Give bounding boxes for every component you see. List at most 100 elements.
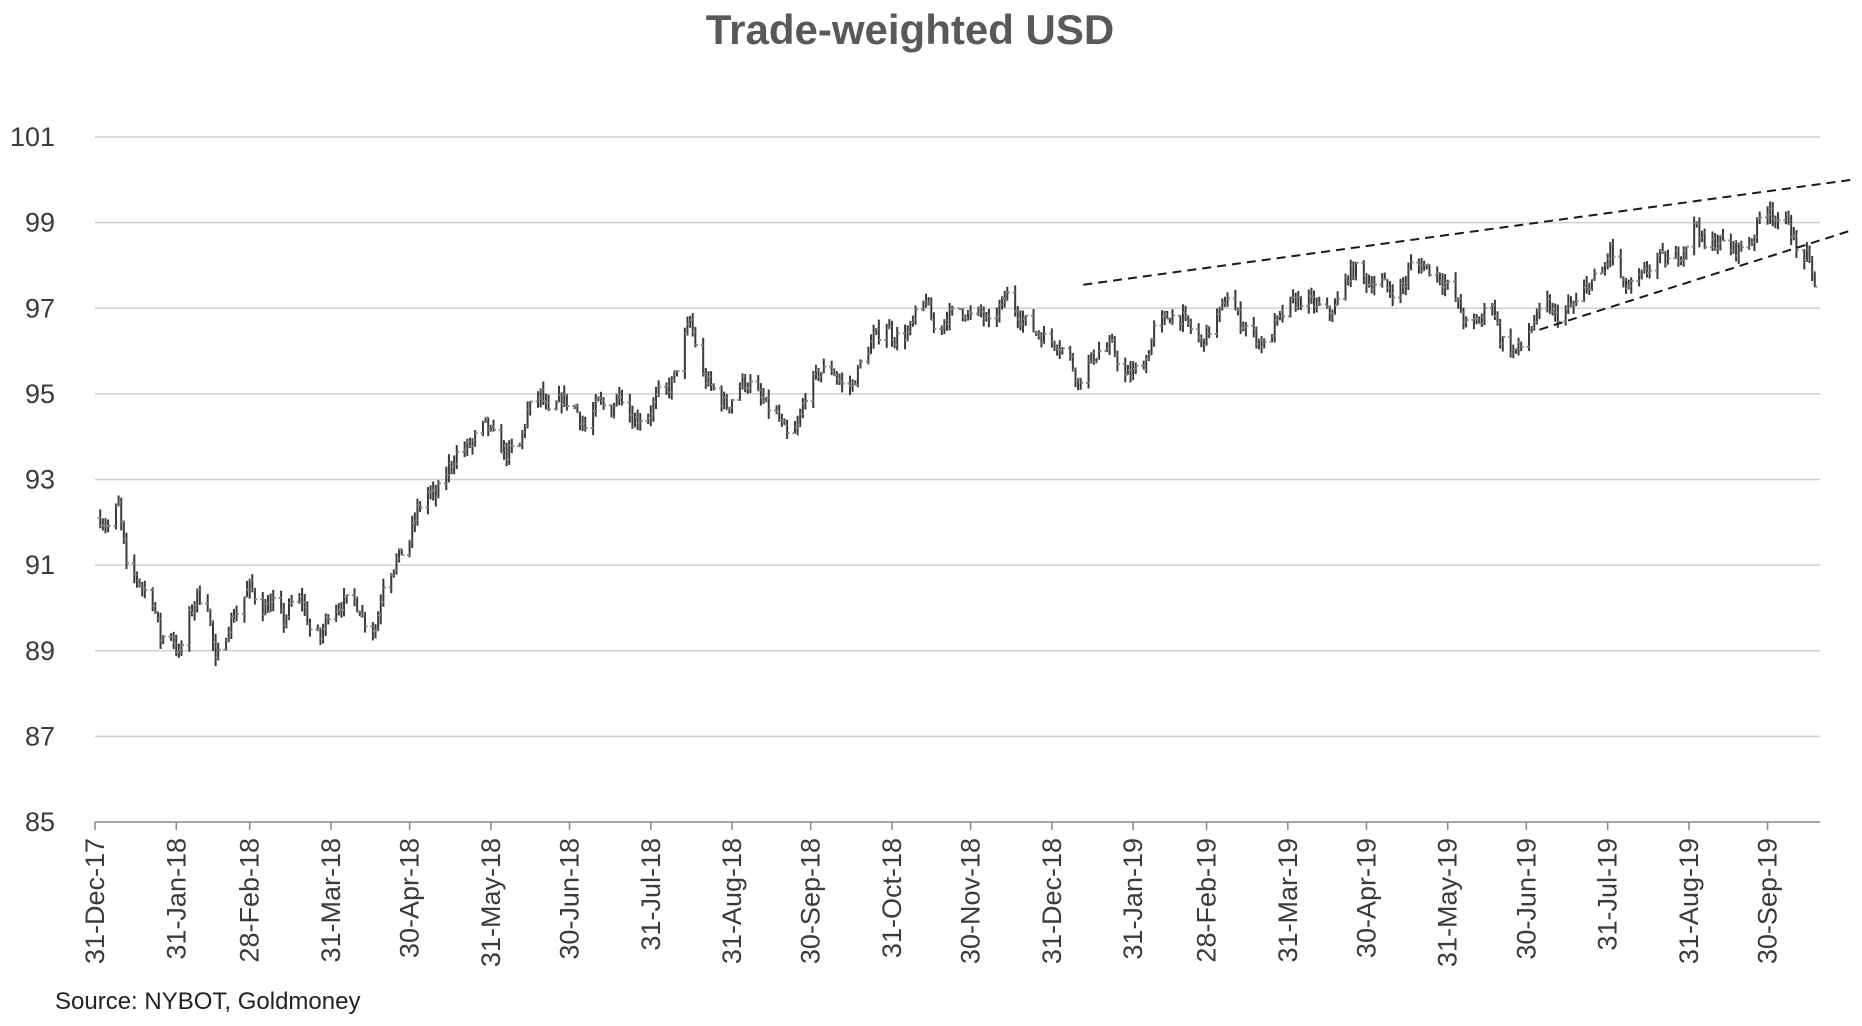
price-bar [289, 594, 295, 607]
price-bar [197, 585, 203, 606]
price-bar [1151, 320, 1157, 347]
price-bar [215, 642, 221, 661]
price-bar [1004, 286, 1010, 302]
price-bar [1481, 302, 1487, 326]
price-bar [858, 359, 864, 369]
price-bar [1335, 291, 1341, 307]
price-bar [344, 594, 350, 604]
price-bar [454, 445, 460, 470]
price-bar [1023, 314, 1029, 326]
x-tick-label: 30-Apr-18 [395, 838, 425, 958]
gridlines [95, 136, 1820, 738]
y-tick-label: 101 [10, 122, 55, 152]
price-bar [1353, 261, 1359, 281]
price-bar [1683, 245, 1689, 260]
y-tick-label: 95 [25, 379, 55, 409]
price-bar [252, 587, 258, 605]
price-bar [1610, 238, 1616, 266]
price-bar [1114, 350, 1120, 372]
price-bar [802, 392, 808, 410]
price-bar [949, 305, 955, 316]
x-tick-label: 31-Dec-18 [1037, 838, 1067, 964]
price-bar [1280, 304, 1286, 323]
price-bar [142, 580, 148, 599]
y-tick-label: 85 [25, 807, 55, 837]
price-bar [656, 380, 662, 398]
price-bar [601, 397, 607, 410]
price-bar [509, 438, 515, 454]
y-tick-label: 97 [25, 293, 55, 323]
price-bar [1371, 275, 1377, 296]
y-tick-label: 91 [25, 550, 55, 580]
price-bar [839, 372, 845, 393]
price-bar [821, 358, 827, 374]
x-tick-label: 31-Jan-19 [1118, 838, 1148, 960]
price-bar [1031, 309, 1037, 333]
price-bar [1188, 318, 1194, 335]
x-tick-label: 31-May-18 [476, 838, 506, 967]
price-bar [1702, 228, 1708, 250]
price-bar [1628, 277, 1634, 294]
price-bar [1665, 249, 1671, 266]
x-tick-label: 28-Feb-19 [1192, 838, 1222, 963]
chart-title: Trade-weighted USD [705, 6, 1115, 53]
price-bar [1738, 240, 1744, 252]
price-bar [766, 389, 772, 419]
price-bar [546, 394, 552, 411]
price-bar [380, 578, 386, 607]
price-bar [1078, 377, 1084, 390]
x-tick-label: 31-Dec-17 [80, 838, 110, 964]
price-bar [1041, 325, 1047, 345]
x-tick-label: 30-Jun-19 [1511, 838, 1541, 960]
trendlines [1083, 178, 1852, 331]
price-bar [1518, 341, 1524, 352]
price-bar [1096, 341, 1102, 360]
price-bar [1059, 346, 1065, 355]
price-bar [1169, 309, 1175, 325]
price-bar [986, 308, 992, 328]
price-bar [637, 413, 643, 431]
price-bar [1573, 292, 1579, 307]
price-bar [1775, 212, 1781, 230]
price-bar [931, 312, 937, 334]
price-bar [1720, 228, 1726, 242]
x-tick-label: 31-Mar-18 [316, 838, 346, 963]
price-bar [913, 305, 919, 325]
price-bar [1206, 325, 1212, 339]
price-bar [894, 326, 900, 351]
price-bars [97, 201, 1818, 667]
price-bar [105, 519, 111, 533]
price-bar [179, 640, 185, 657]
price-bar [1536, 302, 1542, 320]
x-tick-label: 31-Mar-19 [1273, 838, 1303, 963]
price-bar [747, 374, 753, 394]
price-bar [472, 430, 478, 447]
price-bar [1298, 296, 1304, 310]
y-tick-label: 93 [25, 465, 55, 495]
x-tick-label: 30-Sep-18 [796, 838, 826, 964]
x-tick-label: 30-Nov-18 [956, 838, 986, 964]
y-axis: 85 87 89 91 93 95 97 99 101 [10, 122, 55, 837]
price-bar [1647, 264, 1653, 279]
price-bar [1618, 248, 1624, 279]
price-bar [234, 605, 240, 622]
price-bar [692, 326, 698, 348]
trendline [1083, 178, 1852, 286]
price-bar [527, 400, 533, 416]
price-bar [123, 532, 129, 570]
price-bar [160, 635, 166, 645]
price-bar [1793, 230, 1799, 258]
x-tick-label: 31-Jan-18 [161, 838, 191, 960]
price-bar [729, 399, 735, 414]
y-tick-label: 87 [25, 721, 55, 751]
x-tick-label: 31-Oct-18 [877, 838, 907, 958]
price-bar [1390, 284, 1396, 307]
price-bar [1426, 263, 1432, 277]
price-bar [1261, 338, 1267, 349]
price-bar [113, 503, 119, 530]
price-bar [241, 595, 247, 623]
price-bar [325, 614, 331, 625]
x-tick-label: 30-Sep-19 [1753, 838, 1783, 964]
trendline [1539, 230, 1850, 331]
